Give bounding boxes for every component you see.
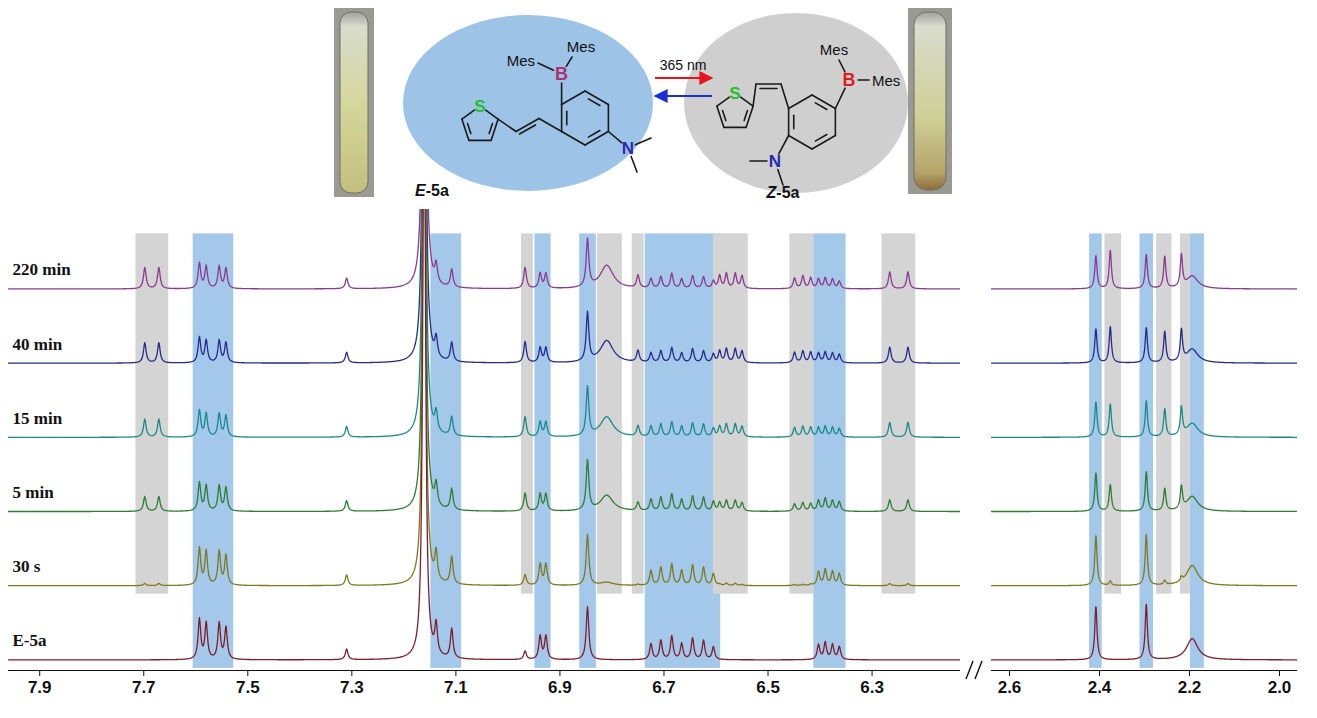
svg-text:30 s: 30 s — [13, 557, 41, 576]
svg-text:N: N — [769, 152, 781, 171]
svg-text:Mes: Mes — [507, 52, 535, 69]
svg-text:6.5: 6.5 — [756, 678, 780, 697]
svg-text:Mes: Mes — [567, 38, 595, 55]
svg-text:6.3: 6.3 — [860, 678, 884, 697]
svg-text:7.1: 7.1 — [444, 678, 468, 697]
svg-text:7.7: 7.7 — [132, 678, 156, 697]
svg-text:5 min: 5 min — [13, 483, 55, 502]
svg-text:Z-5a: Z-5a — [766, 184, 800, 201]
svg-text:2.2: 2.2 — [1178, 678, 1202, 697]
svg-text:E-5a: E-5a — [415, 182, 449, 199]
svg-text:B: B — [843, 70, 856, 90]
svg-text:N: N — [622, 139, 634, 158]
svg-text:S: S — [474, 97, 485, 116]
svg-text:2.0: 2.0 — [1268, 678, 1292, 697]
svg-text:7.5: 7.5 — [236, 678, 260, 697]
svg-text:7.9: 7.9 — [28, 678, 52, 697]
svg-text:2.4: 2.4 — [1088, 678, 1112, 697]
svg-text:220 min: 220 min — [13, 260, 72, 279]
svg-text:Mes: Mes — [820, 41, 848, 58]
svg-text:2.6: 2.6 — [998, 678, 1022, 697]
svg-text:365 nm: 365 nm — [660, 57, 707, 73]
svg-text:40 min: 40 min — [13, 335, 63, 354]
svg-text:7.3: 7.3 — [340, 678, 364, 697]
svg-text:S: S — [729, 84, 740, 103]
svg-text:B: B — [555, 64, 569, 84]
svg-text:6.9: 6.9 — [548, 678, 572, 697]
svg-text:Mes: Mes — [872, 72, 900, 89]
svg-text:E-5a: E-5a — [13, 631, 48, 650]
svg-text:6.7: 6.7 — [652, 678, 676, 697]
svg-text:15 min: 15 min — [13, 409, 63, 428]
